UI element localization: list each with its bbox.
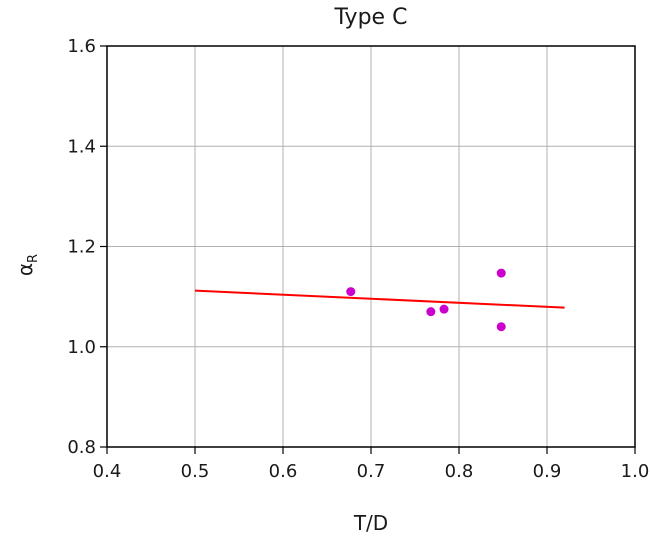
y-tick-label-4: 1.6	[67, 36, 96, 57]
x-tick-label-3: 0.7	[357, 461, 386, 482]
fit-line	[194, 289, 565, 309]
y-ticks: 0.8 1.0 1.2 1.4 1.6	[67, 36, 107, 458]
y-tick-label-2: 1.2	[67, 237, 96, 258]
x-tick-label-0: 0.4	[93, 461, 122, 482]
x-tick-label-1: 0.5	[181, 461, 210, 482]
svg-text:αR: αR	[13, 254, 41, 276]
y-axis-label-main: α	[13, 263, 37, 276]
data-point-3	[496, 268, 506, 278]
x-tick-label-4: 0.8	[445, 461, 474, 482]
y-tick-label-0: 0.8	[67, 437, 96, 458]
points-group	[346, 268, 506, 332]
x-ticks: 0.4 0.5 0.6 0.7 0.8 0.9 1.0	[93, 447, 650, 482]
y-tick-label-3: 1.4	[67, 136, 96, 157]
data-point-2	[439, 304, 449, 314]
y-axis-label-sub: R	[26, 254, 41, 263]
x-tick-label-6: 1.0	[621, 461, 650, 482]
fit-line-group	[194, 289, 565, 309]
grid	[106, 45, 636, 448]
y-axis-label: αR	[13, 254, 41, 276]
chart-title: Type C	[334, 5, 408, 30]
data-point-1	[426, 307, 436, 317]
x-axis-label: T/D	[353, 511, 388, 535]
data-point-0	[346, 287, 356, 297]
y-tick-label-1: 1.0	[67, 337, 96, 358]
data-point-4	[496, 322, 506, 332]
x-tick-label-2: 0.6	[269, 461, 298, 482]
x-tick-label-5: 0.9	[533, 461, 562, 482]
